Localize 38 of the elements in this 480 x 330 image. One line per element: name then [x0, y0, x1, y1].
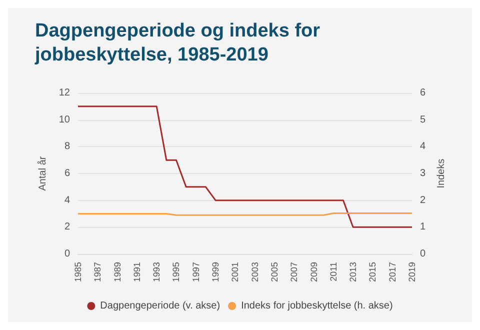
- x-tick-label: 1999: [210, 262, 221, 282]
- x-tick-label: 2001: [230, 262, 240, 282]
- y-tick-label: 2: [64, 222, 70, 233]
- x-tick-label: 2015: [368, 262, 378, 282]
- chart-title: Dagpengeperiode og indeks for jobbeskyttelse, 1985-2019: [34, 20, 326, 66]
- y-tick-label: 4: [64, 194, 70, 206]
- legend-label: Dagpengeperiode (v. akse): [100, 300, 220, 312]
- x-tick-label: 1995: [171, 262, 182, 282]
- y-tick-label: 8: [64, 141, 70, 152]
- x-tick-label: 1987: [92, 262, 103, 282]
- line-series: [77, 106, 413, 228]
- y-tick-label: 12: [58, 88, 70, 98]
- y2-axis-title: Indeks: [436, 158, 447, 188]
- x-tick-label: 2017: [387, 262, 398, 282]
- y-axis-title: Antal år: [36, 156, 48, 191]
- x-tick-label: 2011: [328, 262, 338, 282]
- y2-tick-label: 1: [420, 222, 426, 233]
- y2-tick-label: 5: [420, 114, 426, 126]
- x-tick-label: 2003: [250, 262, 260, 282]
- x-tick-label: 2005: [269, 262, 280, 282]
- x-tick-label: 1985: [73, 262, 83, 282]
- x-tick-label: 2019: [407, 262, 417, 282]
- x-tick-label: 1997: [190, 262, 201, 282]
- y-tick-label: 0: [64, 248, 70, 260]
- legend-label: Indeks for jobbeskyttelse (h. akse): [241, 300, 393, 312]
- x-tick-label: 2007: [289, 262, 300, 282]
- x-tick-label: 1991: [132, 262, 142, 282]
- y2-tick-label: 3: [420, 168, 426, 179]
- y2-tick-label: 4: [420, 141, 426, 152]
- x-tick-label: 1989: [112, 262, 122, 282]
- y2-tick-label: 2: [420, 194, 426, 206]
- y2-tick-label: 6: [420, 88, 426, 98]
- x-tick-label: 2013: [348, 262, 358, 282]
- y2-tick-label: 0: [420, 248, 426, 260]
- x-tick-label: 2009: [308, 262, 319, 282]
- x-tick-label: 1993: [152, 262, 162, 282]
- y-tick-label: 10: [58, 114, 70, 126]
- y-tick-label: 6: [64, 168, 70, 179]
